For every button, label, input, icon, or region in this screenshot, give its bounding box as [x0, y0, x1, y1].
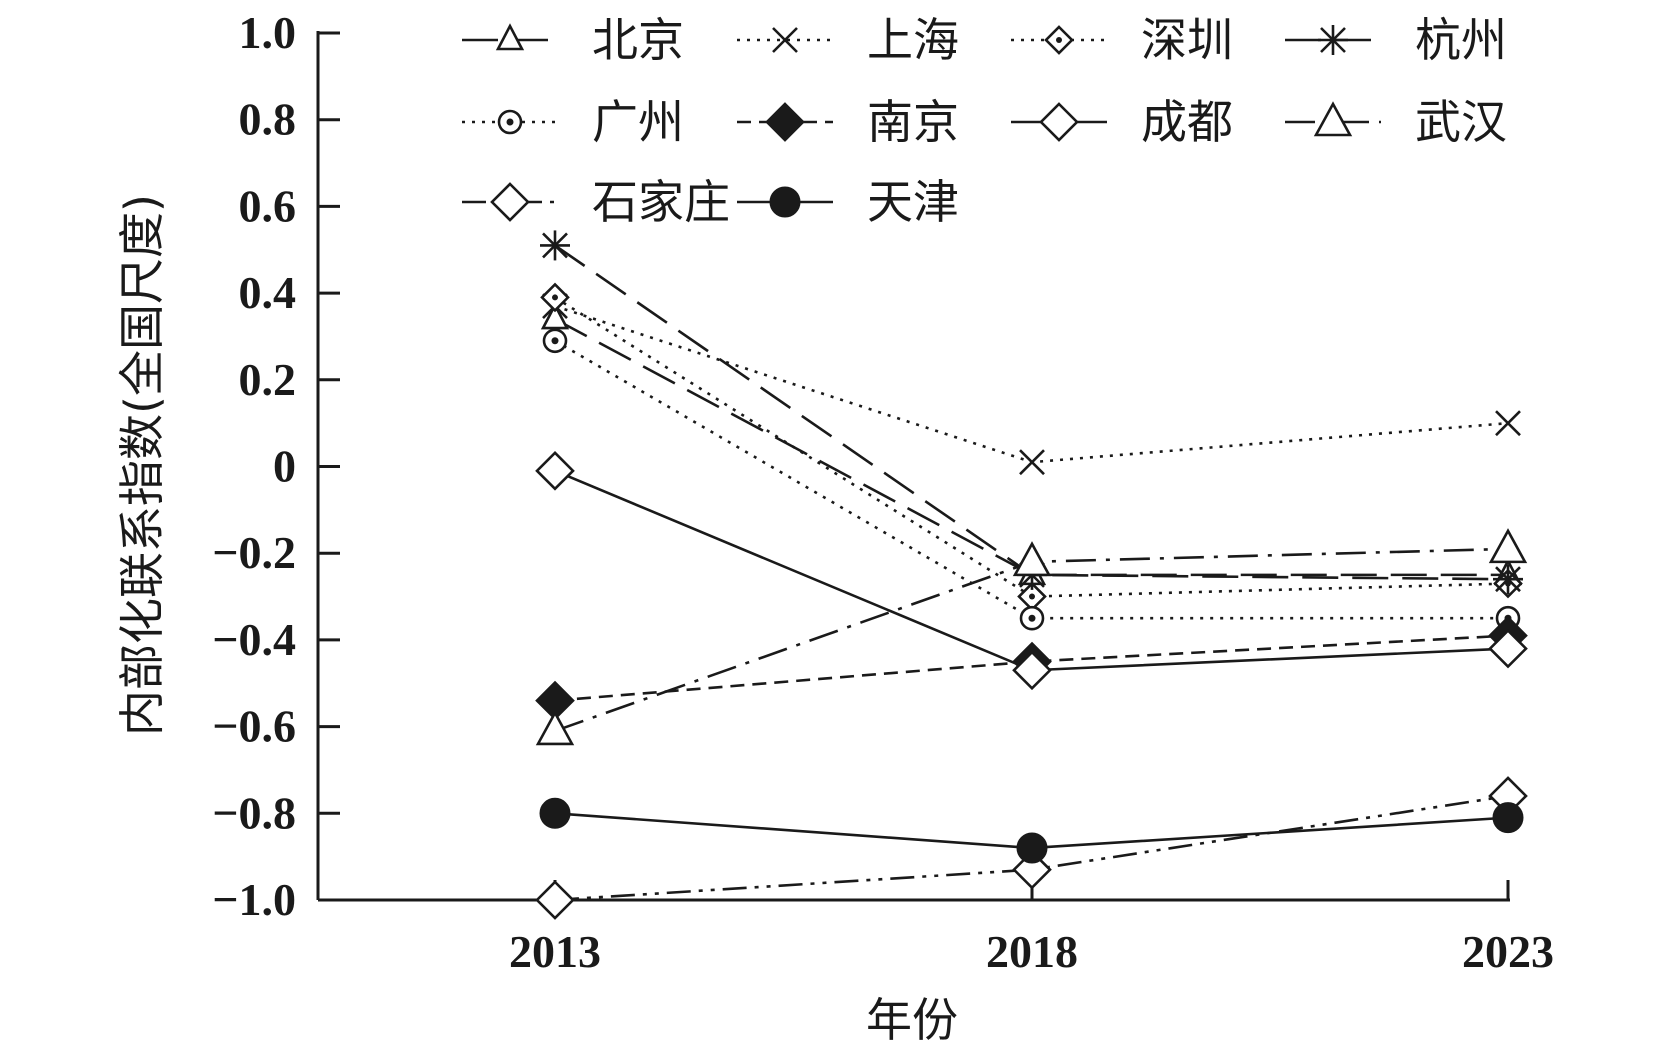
y-tick-label: −0.8: [212, 787, 296, 838]
legend-swatch-marker: [495, 23, 525, 51]
legend-label: 北京: [592, 13, 684, 67]
legend-swatch-marker: [1313, 101, 1353, 137]
series-3-point-2013: [540, 230, 570, 261]
y-ticks: 1.0 0.8 0.6 0.4 0.2 0 −0.2 −0.4 −0.6 −0.8 −1.0: [212, 7, 340, 925]
series-9-point-2018: [1016, 832, 1048, 864]
series-3-point-2023: [1493, 564, 1523, 595]
legend-item: 北京: [462, 13, 684, 67]
y-tick-label: 0.2: [239, 354, 297, 405]
series-3-line: [554, 244, 1509, 581]
series-6-point-2023: [1488, 628, 1528, 669]
legend-swatch-marker: [772, 27, 798, 53]
series-4-point-2013: [542, 328, 568, 354]
y-tick-label: −0.2: [212, 527, 296, 578]
legend-swatch-marker: [765, 102, 805, 142]
series-6-point-2013: [535, 450, 575, 491]
series-7-point-2018: [1012, 541, 1052, 577]
x-ticks: 2013 2018 2023: [509, 880, 1554, 977]
y-tick-label: −1.0: [212, 874, 296, 925]
series-0-line: [554, 317, 1508, 577]
series-group: [535, 230, 1528, 920]
series-6-point-2018: [1012, 650, 1052, 691]
x-axis-title: 年份: [866, 993, 958, 1047]
legend-label: 杭州: [1415, 13, 1507, 67]
legend-item: 天津: [737, 175, 959, 229]
series-1-point-2018: [1019, 449, 1045, 476]
series-7-point-2013: [535, 710, 575, 746]
legend-item: 成都: [1011, 95, 1233, 149]
legend-item: 深圳: [1011, 13, 1233, 67]
y-tick-label: 1.0: [239, 7, 297, 58]
x-tick-label: 2018: [986, 926, 1078, 977]
legend-swatch-marker: [1318, 25, 1348, 55]
series-4-point-2018: [1019, 605, 1045, 631]
legend-label: 上海: [867, 13, 959, 67]
series-1-line: [554, 304, 1509, 464]
legend-swatch-marker: [1044, 25, 1074, 55]
legend-label: 成都: [1141, 95, 1233, 149]
y-tick-label: 0: [273, 441, 296, 492]
y-tick-label: 0.6: [239, 180, 297, 231]
series-9-point-2013: [539, 797, 571, 829]
series-7-point-2023: [1488, 528, 1528, 564]
legend-swatch-marker: [497, 109, 523, 135]
axes: 1.0 0.8 0.6 0.4 0.2 0 −0.2 −0.4 −0.6 −0.8 −1.0 201…: [212, 7, 1554, 977]
legend-swatch-marker: [769, 186, 801, 218]
legend-swatch-marker: [490, 182, 530, 222]
series-2-point-2013: [540, 282, 570, 313]
legend-item: 上海: [737, 13, 959, 67]
legend-label: 武汉: [1415, 95, 1507, 149]
legend-swatch-marker: [1039, 102, 1079, 142]
legend-label: 石家庄: [592, 175, 730, 229]
legend-label: 深圳: [1141, 13, 1233, 67]
series-1-point-2023: [1495, 410, 1521, 437]
x-tick-label: 2013: [509, 926, 601, 977]
legend-item: 广州: [462, 95, 684, 149]
series-5-line: [554, 634, 1509, 702]
y-tick-label: 0.8: [239, 94, 297, 145]
legend-item: 武汉: [1285, 95, 1507, 149]
series-8-line: [554, 794, 1509, 902]
y-tick-label: −0.6: [212, 701, 296, 752]
series-8-point-2013: [535, 880, 575, 920]
legend-item: 杭州: [1285, 13, 1507, 67]
series-0-point-2013: [540, 302, 570, 330]
legend-label: 天津: [867, 175, 959, 229]
y-tick-label: −0.4: [212, 614, 296, 665]
legend-label: 广州: [592, 95, 684, 149]
legend-label: 南京: [867, 95, 959, 149]
legend-item: 石家庄: [462, 175, 730, 229]
series-9-point-2023: [1492, 802, 1524, 834]
series-8-point-2018: [1012, 849, 1052, 890]
legend-item: 南京: [737, 95, 959, 149]
x-tick-label: 2023: [1462, 926, 1554, 977]
y-tick-label: 0.4: [239, 267, 297, 318]
y-axis-title: 内部化联系指数(全国尺度): [115, 194, 169, 736]
series-2-line: [554, 296, 1509, 598]
